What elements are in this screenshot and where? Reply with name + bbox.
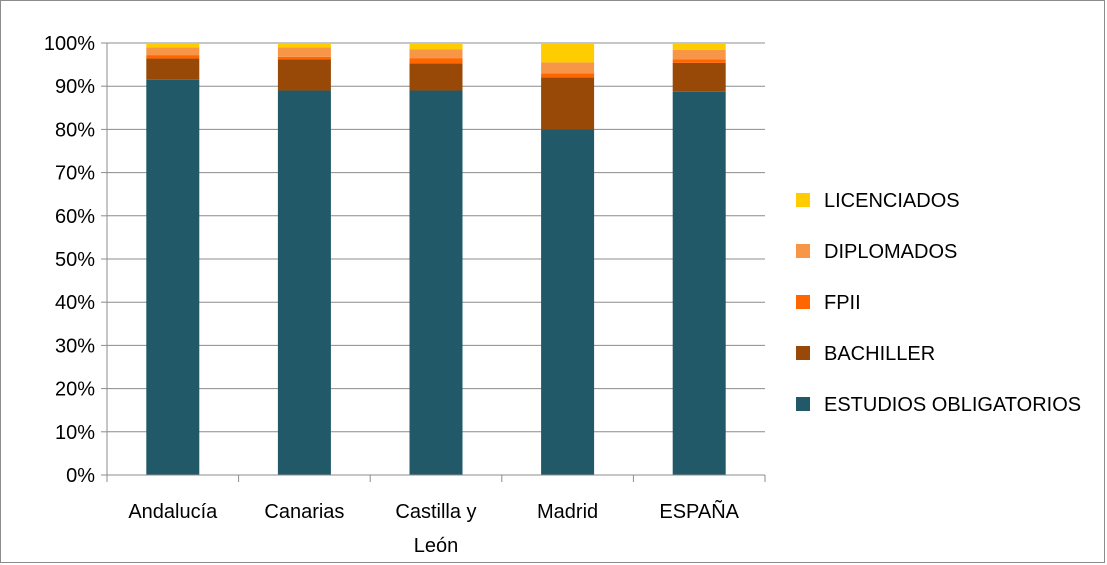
bar-segment-licenciados (541, 43, 595, 63)
y-tick-label: 100% (44, 33, 95, 55)
bar-segment-diplomados (541, 62, 595, 74)
legend-item: ESTUDIOS OBLIGATORIOS (796, 394, 1081, 416)
bar-segment-fpii (146, 55, 200, 59)
x-tick-label: Madrid (537, 501, 598, 523)
bar-segment-fpii (409, 58, 463, 64)
y-tick-labels: 0% 10% 20% 30% 40% 50% 60% 70% 80% 90% 100% (44, 33, 95, 487)
bar-segment-bachiller (277, 59, 331, 91)
y-tick-label: 80% (55, 119, 95, 141)
legend-item: DIPLOMADOS (796, 241, 957, 263)
bars (146, 43, 726, 476)
x-tick-labels: Andalucía Canarias Castilla y León Madrid ESP… (128, 499, 739, 557)
legend-swatch (796, 193, 810, 207)
y-tick-label: 20% (55, 379, 95, 401)
legend-swatch (796, 397, 810, 411)
legend-label: FPII (824, 292, 861, 314)
bar-segment-estudios-obligatorios (146, 79, 200, 475)
legend-item: BACHILLER (796, 343, 935, 365)
legend-item: LICENCIADOS (796, 190, 960, 212)
bar-segment-bachiller (541, 77, 595, 130)
y-tick-label: 90% (55, 76, 95, 98)
legend-swatch (796, 295, 810, 309)
bar-segment-diplomados (672, 49, 726, 60)
y-tick-label: 40% (55, 292, 95, 314)
bar-segment-bachiller (672, 62, 726, 92)
y-tick-label: 30% (55, 335, 95, 357)
bar-segment-fpii (277, 56, 331, 60)
legend-label: DIPLOMADOS (824, 241, 957, 263)
legend-label: BACHILLER (824, 343, 935, 365)
x-tick-label: Andalucía (128, 501, 218, 523)
x-tick-label: Canarias (264, 501, 344, 523)
y-tick-label: 0% (66, 465, 95, 487)
bar-segment-diplomados (277, 47, 331, 57)
y-tick-label: 10% (55, 422, 95, 444)
bar-segment-licenciados (277, 43, 331, 48)
bar-segment-estudios-obligatorios (541, 129, 595, 475)
bar-segment-licenciados (146, 43, 200, 48)
bar-segment-fpii (541, 73, 595, 78)
legend-swatch (796, 346, 810, 360)
legend-swatch (796, 244, 810, 258)
y-tick-label: 50% (55, 249, 95, 271)
y-tick-label: 60% (55, 206, 95, 228)
bar-segment-licenciados (672, 43, 726, 50)
bar-segment-diplomados (409, 49, 463, 59)
legend: LICENCIADOS DIPLOMADOS FPII BACHILLER ESTUDI… (796, 190, 1081, 416)
legend-label: ESTUDIOS OBLIGATORIOS (824, 394, 1081, 416)
x-tick-label: ESPAÑA (659, 499, 739, 523)
bar-segment-estudios-obligatorios (409, 90, 463, 476)
bar-segment-licenciados (409, 43, 463, 50)
bar-segment-estudios-obligatorios (277, 90, 331, 476)
bar-segment-fpii (672, 59, 726, 63)
axes (106, 43, 766, 482)
y-tick-label: 70% (55, 163, 95, 185)
x-tick-label: Castilla y (395, 501, 476, 523)
x-tick-label: León (414, 535, 459, 557)
bar-segment-diplomados (146, 47, 200, 56)
bar-segment-bachiller (146, 58, 200, 80)
bar-segment-estudios-obligatorios (672, 91, 726, 475)
legend-item: FPII (796, 292, 861, 314)
legend-label: LICENCIADOS (824, 190, 960, 212)
bar-segment-bachiller (409, 63, 463, 91)
